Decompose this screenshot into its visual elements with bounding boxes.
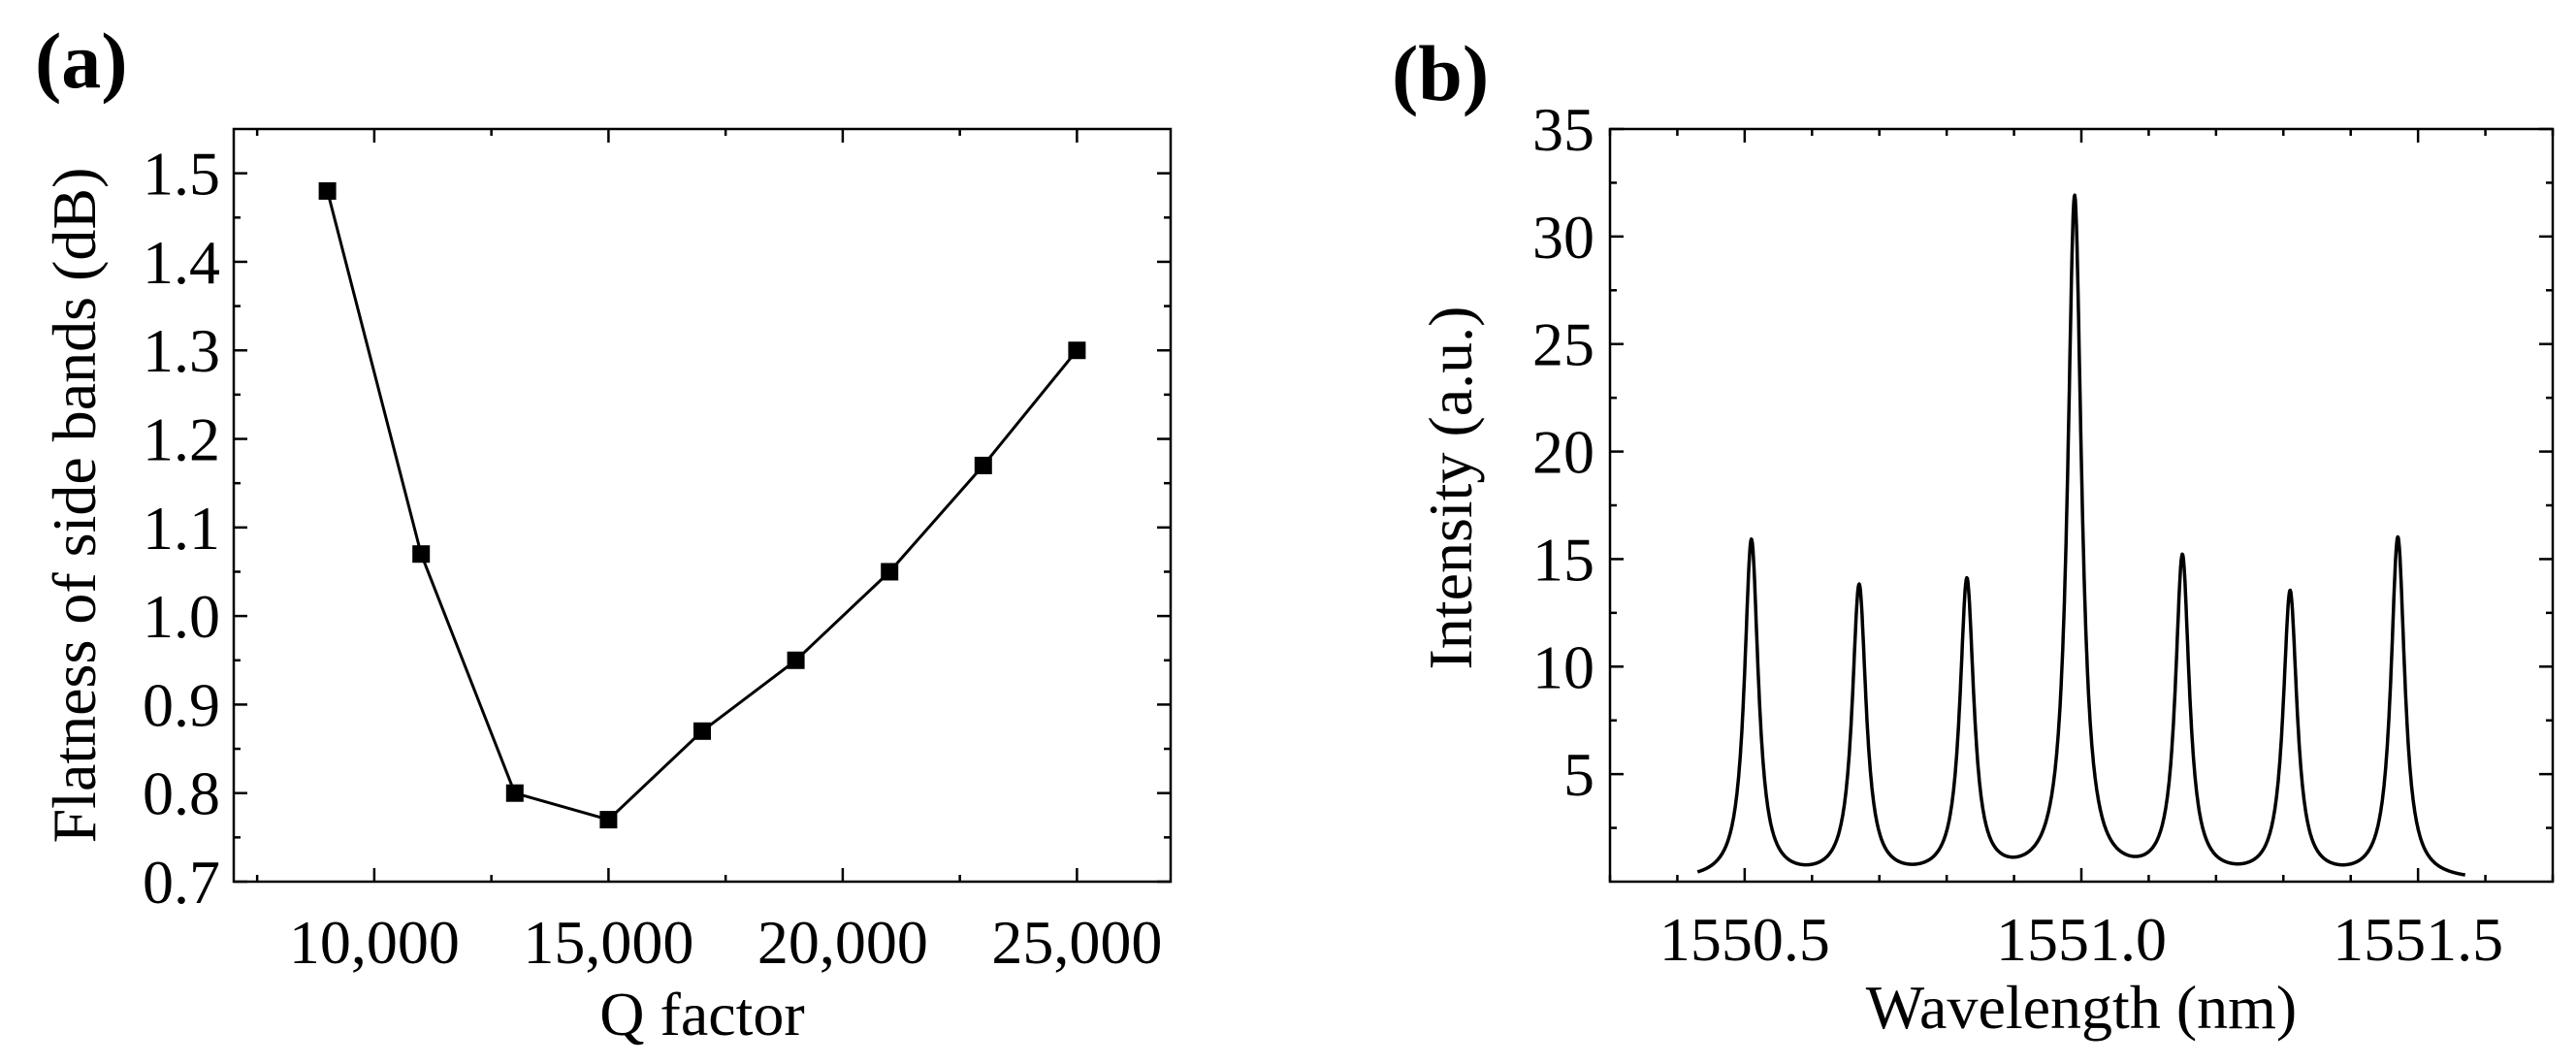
y-tick-label: 0.9 xyxy=(143,670,220,739)
chart-b-x-tick-labels: 1550.5 1551.0 1551.5 xyxy=(1659,905,2503,974)
chart-a-markers xyxy=(318,181,1086,829)
chart-b-spectrum-line xyxy=(1696,193,2466,877)
chart-a-y-axis-title: Flatness of side bands (dB) xyxy=(40,168,109,844)
spectral-peak xyxy=(2288,594,2292,597)
data-point-marker xyxy=(693,722,711,740)
panel-label-b: (b) xyxy=(1392,29,1489,117)
data-point-marker xyxy=(787,651,805,669)
chart-a-ticks xyxy=(234,129,1171,884)
x-tick-label: 1551.0 xyxy=(1996,905,2167,974)
panel-label-a: (a) xyxy=(35,16,128,105)
y-tick-label: 1.5 xyxy=(143,140,220,209)
chart-b-ticks xyxy=(1608,127,2555,882)
y-tick-label: 1.2 xyxy=(143,405,220,474)
spectral-peak xyxy=(1857,587,1861,591)
x-tick-label: 1551.5 xyxy=(2333,905,2503,974)
chart-a-frame xyxy=(232,127,1173,884)
data-point-marker xyxy=(1068,341,1086,360)
y-tick-label: 10 xyxy=(1532,632,1594,701)
chart-a-y-tick-labels: 0.7 0.8 0.9 1.0 1.1 1.2 1.3 1.4 1.5 xyxy=(143,140,220,917)
data-point-marker xyxy=(318,181,337,200)
y-tick-label: 35 xyxy=(1532,95,1594,164)
x-tick-label: 25,000 xyxy=(991,908,1162,977)
data-point-marker xyxy=(412,545,431,564)
chart-a-x-axis-title: Q factor xyxy=(599,980,804,1048)
y-tick-label: 0.7 xyxy=(143,848,220,917)
y-tick-label: 5 xyxy=(1563,740,1594,809)
chart-b-y-axis-title: Intensity (a.u.) xyxy=(1416,306,1485,670)
spectral-peak xyxy=(2396,537,2399,541)
spectral-peak xyxy=(2073,198,2077,202)
y-tick-label: 1.0 xyxy=(143,582,220,651)
y-tick-label: 15 xyxy=(1532,525,1594,594)
y-tick-label: 1.3 xyxy=(143,316,220,385)
y-tick-label: 0.8 xyxy=(143,759,220,828)
y-tick-label: 1.1 xyxy=(143,494,220,563)
spectral-peak xyxy=(2180,560,2184,564)
data-point-marker xyxy=(974,456,992,474)
y-tick-label: 25 xyxy=(1532,310,1594,379)
x-tick-label: 10,000 xyxy=(289,908,460,977)
y-tick-label: 30 xyxy=(1532,203,1594,272)
chart-b-y-tick-labels: 5 10 15 20 25 30 35 xyxy=(1532,95,1594,809)
data-point-marker xyxy=(505,784,524,802)
chart-b-x-axis-title: Wavelength (nm) xyxy=(1866,973,2297,1042)
x-tick-label: 20,000 xyxy=(757,908,928,977)
chart-a-x-tick-labels: 10,000 15,000 20,000 25,000 xyxy=(289,908,1163,977)
data-point-marker xyxy=(881,563,899,581)
x-tick-label: 15,000 xyxy=(523,908,693,977)
y-tick-label: 1.4 xyxy=(143,228,220,297)
x-tick-label: 1550.5 xyxy=(1659,905,1830,974)
spectral-peak xyxy=(1750,540,1754,544)
data-point-marker xyxy=(599,811,618,829)
chart-b: (b) 5 10 15 20 25 30 35 1550.5 1551.0 15… xyxy=(1392,29,2555,1042)
chart-b-peak-points xyxy=(1750,198,2399,597)
spectral-peak xyxy=(1965,583,1969,587)
chart-a: (a) 0.7 0.8 0.9 1.0 1.1 1.2 1.3 1.4 1.5 … xyxy=(35,16,1173,1048)
y-tick-label: 20 xyxy=(1532,418,1594,487)
